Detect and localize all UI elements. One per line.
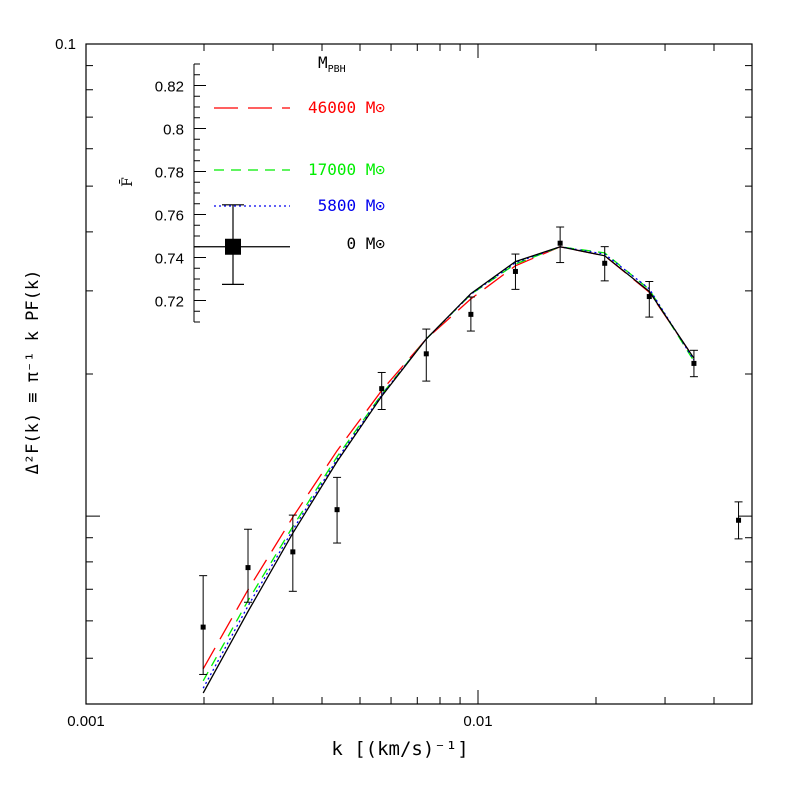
x-tick-label: 0.001 (67, 713, 105, 730)
legend-label-1: 17000 M⊙ (308, 160, 385, 179)
data-point (691, 360, 697, 366)
data-point (602, 260, 608, 266)
inset-y-axis-title: F̄ (118, 177, 136, 187)
data-point (379, 386, 385, 392)
data-point (200, 624, 206, 630)
axis-tick-labels: 0.001 0.01 0.1 (55, 36, 492, 730)
inset-mean-flux-point (194, 204, 290, 285)
inset-tick-label: 0.76 (155, 208, 184, 225)
inset-axis-ticks: 0.72 0.74 0.76 0.78 0.8 0.82 (155, 63, 206, 323)
inset-tick-label: 0.82 (155, 79, 184, 96)
data-point (423, 351, 429, 357)
data-points-with-errorbars (199, 226, 743, 675)
legend-label-2: 5800 M⊙ (318, 196, 386, 215)
inset-tick-label: 0.78 (155, 165, 184, 182)
model-curve-3 (202, 246, 695, 694)
x-tick-label: 0.01 (463, 713, 492, 730)
inset-tick-label: 0.72 (155, 294, 184, 311)
inset-tick-label: 0.8 (163, 122, 184, 139)
legend-title: MPBH (318, 53, 346, 75)
model-curve-1 (202, 246, 695, 682)
y-axis-title: Δ²F(k) ≡ π⁻¹ k PF(k) (23, 270, 43, 475)
y-tick-label: 0.1 (55, 36, 76, 53)
legend-label-3: 0 M⊙ (346, 234, 385, 253)
model-curve-0 (202, 246, 695, 670)
data-point (557, 240, 563, 246)
data-point (468, 311, 474, 317)
model-curves (202, 246, 695, 694)
data-point (245, 565, 251, 571)
plot-frame (85, 43, 753, 705)
model-curve-2 (202, 246, 695, 689)
data-point (646, 294, 652, 300)
legend-label-0: 46000 M⊙ (308, 98, 385, 117)
data-point (334, 507, 340, 513)
inset-tick-label: 0.74 (155, 251, 184, 268)
data-point (736, 517, 742, 523)
axis-ticks (85, 43, 753, 705)
data-point (512, 268, 518, 274)
x-axis-title: k [(km/s)⁻¹] (331, 738, 468, 760)
data-point (290, 549, 296, 555)
legend: MPBH 46000 M⊙ 17000 M⊙ 5800 M⊙ 0 M⊙ (214, 53, 385, 253)
inset-mean-flux-marker (225, 238, 241, 255)
